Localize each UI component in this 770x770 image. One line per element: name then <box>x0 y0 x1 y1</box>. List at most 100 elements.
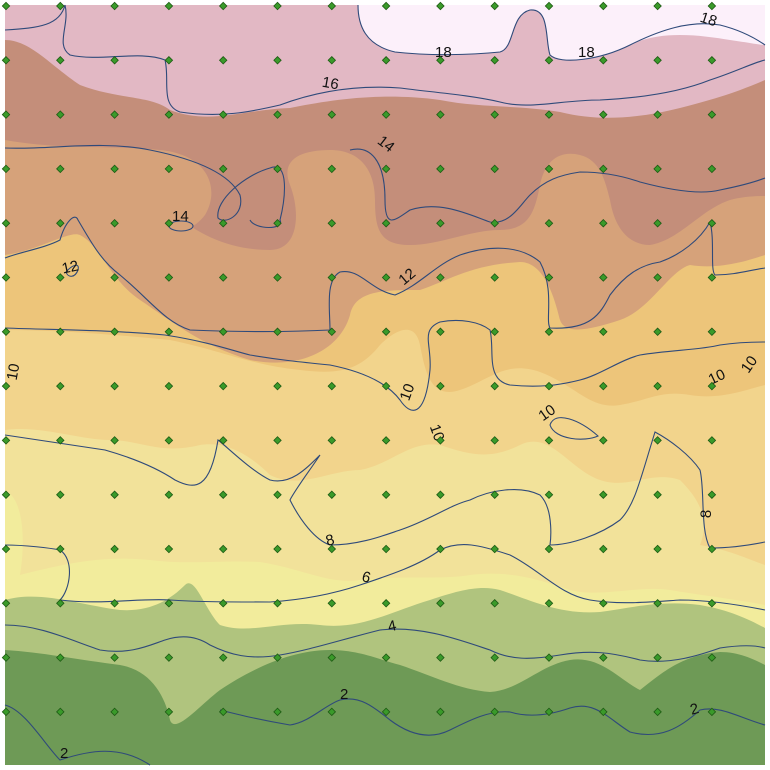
sample-point <box>164 1 174 11</box>
sample-point <box>599 436 608 445</box>
contour-label: 10 <box>397 381 419 402</box>
sample-point <box>599 490 608 499</box>
sample-point <box>653 1 662 11</box>
contour-label: 10 <box>738 353 761 376</box>
sample-point <box>327 327 337 337</box>
sample-point <box>381 544 391 554</box>
sample-point <box>273 490 282 499</box>
contour-labels: 18 18 18 16 14 14 12 12 10 10 10 10 10 1… <box>4 9 761 762</box>
sample-point <box>110 273 119 282</box>
sample-point <box>273 110 282 119</box>
sample-point <box>653 110 662 119</box>
sample-point <box>599 273 608 282</box>
contour-label: 4 <box>386 617 398 635</box>
sample-point <box>490 164 499 174</box>
sample-point <box>599 1 608 11</box>
sample-point <box>273 327 282 337</box>
contour-label: 14 <box>172 208 189 225</box>
sample-point <box>218 164 228 174</box>
sample-point <box>599 110 608 119</box>
sample-point <box>436 436 445 445</box>
sample-point <box>110 436 119 445</box>
sample-point <box>436 327 445 337</box>
sample-point <box>273 1 282 11</box>
sample-point <box>56 273 65 282</box>
sample-point <box>218 653 228 662</box>
contour-label: 18 <box>578 44 595 61</box>
sample-point <box>218 56 228 65</box>
sample-point <box>490 490 499 499</box>
sample-point <box>1 381 11 391</box>
sample-point <box>327 110 337 119</box>
sample-point <box>218 327 228 337</box>
sample-point <box>273 218 282 228</box>
sample-point <box>56 1 65 11</box>
sample-point <box>110 110 119 119</box>
contour-label: 16 <box>321 74 340 94</box>
sample-point <box>327 653 337 662</box>
sample-point <box>653 218 662 228</box>
contour-label: 8 <box>698 509 715 518</box>
contour-label: 2 <box>340 686 348 703</box>
sample-point <box>110 218 119 228</box>
sample-point <box>436 599 445 608</box>
sample-point <box>273 273 282 282</box>
sample-point <box>381 1 391 11</box>
sample-point <box>653 327 662 337</box>
sample-point <box>164 164 174 174</box>
sample-point <box>436 653 445 662</box>
sample-point <box>653 164 662 174</box>
sample-point <box>490 110 499 119</box>
sample-point <box>56 56 65 65</box>
sample-point <box>218 707 228 717</box>
sample-point <box>599 544 608 554</box>
sample-point <box>707 381 717 391</box>
filled-bands <box>5 5 765 766</box>
sample-point <box>381 599 391 608</box>
sample-point <box>273 56 282 65</box>
sample-point <box>381 164 391 174</box>
sample-point <box>1 707 11 717</box>
sample-point <box>381 436 391 445</box>
sample-point <box>56 381 65 391</box>
sample-point <box>381 56 391 65</box>
sample-point <box>490 599 499 608</box>
sample-point <box>707 273 717 282</box>
sample-point <box>164 381 174 391</box>
isoline-8 <box>4 431 766 549</box>
sample-point <box>327 490 337 499</box>
sample-point <box>436 544 445 554</box>
sample-point <box>164 110 174 119</box>
sample-point <box>707 653 717 662</box>
sample-point <box>544 490 554 499</box>
sample-point <box>490 1 499 11</box>
sample-point <box>707 436 717 445</box>
band-0-2 <box>5 650 765 765</box>
sample-point <box>110 56 119 65</box>
sample-point <box>327 273 337 282</box>
sample-point <box>273 707 282 717</box>
sample-point <box>273 544 282 554</box>
sample-point <box>164 436 174 445</box>
sample-point <box>1 327 11 337</box>
sample-point <box>56 599 65 608</box>
sample-point <box>1 56 11 65</box>
sample-point <box>218 110 228 119</box>
sample-point <box>653 653 662 662</box>
contour-label: 10 <box>4 362 24 381</box>
sample-point <box>273 381 282 391</box>
sample-point <box>327 381 337 391</box>
sample-point <box>218 490 228 499</box>
sample-point <box>1 164 11 174</box>
isoline-10-island <box>549 417 599 440</box>
contour-label: 2 <box>60 745 68 762</box>
sample-point <box>110 490 119 499</box>
sample-point <box>110 1 119 11</box>
sample-point <box>56 218 65 228</box>
sample-point <box>544 110 554 119</box>
sample-point <box>110 381 119 391</box>
sample-point <box>653 490 662 499</box>
isoline-2 <box>4 698 766 766</box>
sample-point <box>490 381 499 391</box>
